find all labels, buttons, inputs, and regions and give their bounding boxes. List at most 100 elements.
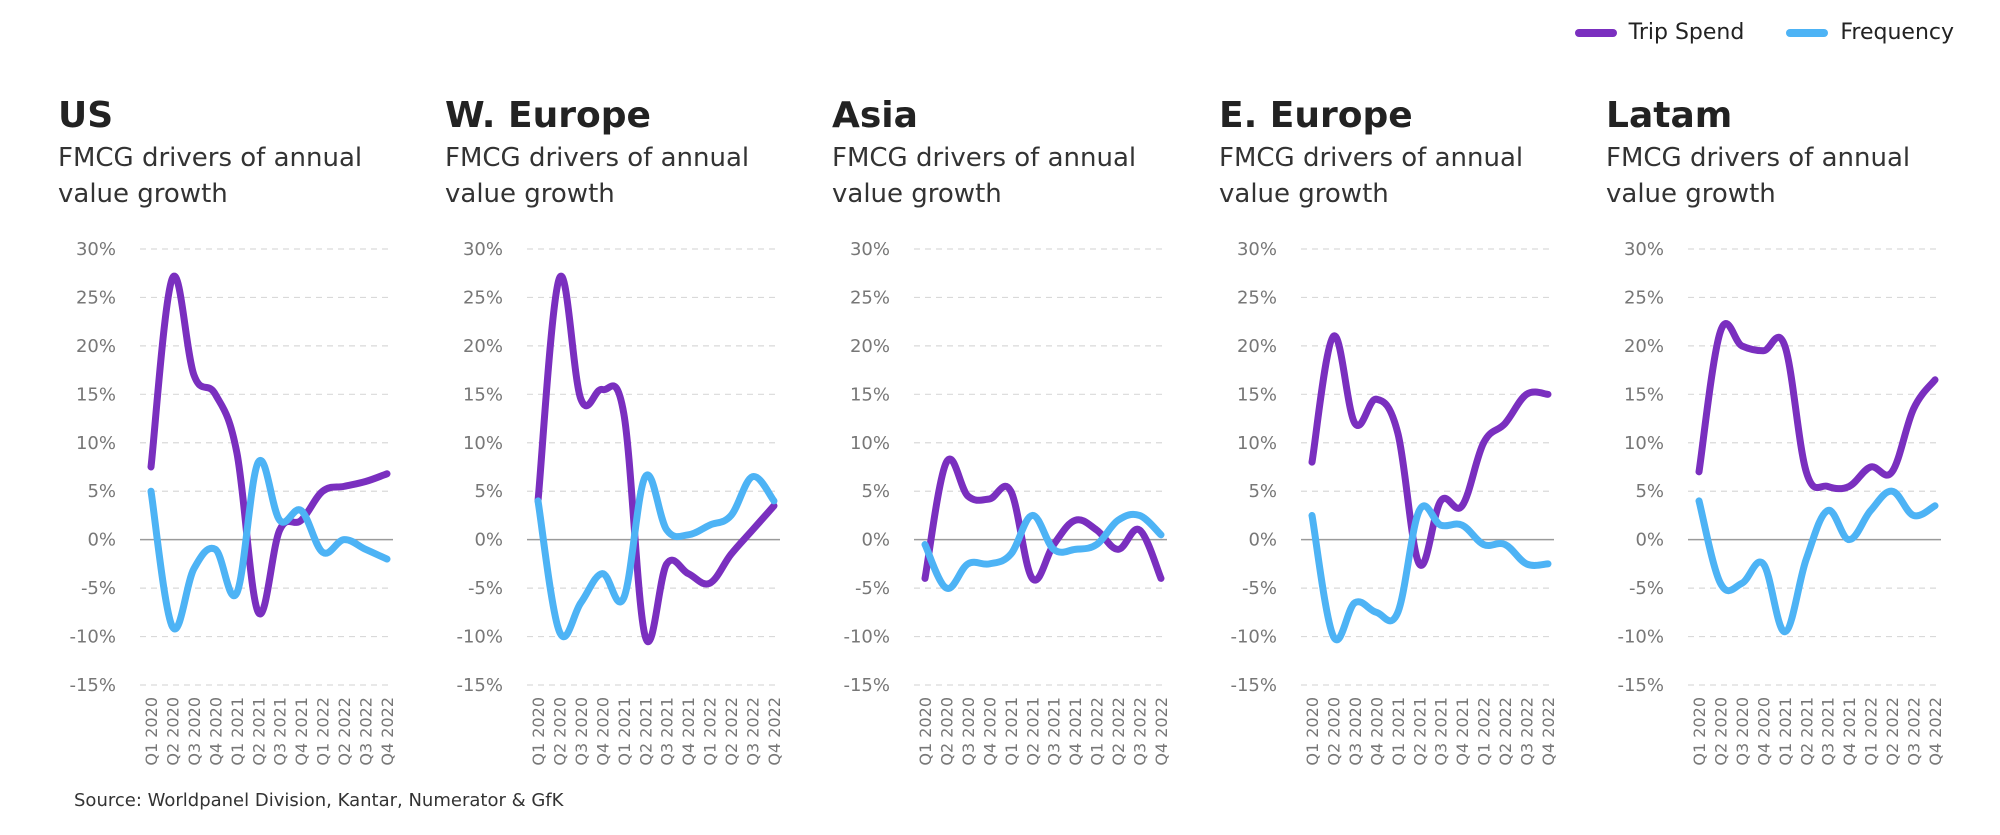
series-line-trip-spend-e-europe (1308, 332, 1552, 569)
x-tick-label-e-europe: Q2 2020 (1324, 697, 1343, 766)
x-tick-label-us: Q4 2022 (378, 697, 397, 766)
y-tick-label-asia: 20% (850, 336, 890, 357)
y-tick-label-e-europe: 30% (1237, 239, 1277, 260)
y-tick-label-latam: 15% (1624, 384, 1664, 405)
x-tick-label-latam: Q1 2021 (1776, 697, 1795, 766)
x-tick-label-e-europe: Q4 2020 (1367, 697, 1386, 766)
x-tick-label-e-europe: Q1 2020 (1303, 697, 1322, 766)
x-tick-label-asia: Q2 2021 (1023, 697, 1042, 766)
y-tick-label-us: 5% (87, 481, 116, 502)
series-line-trip-spend-us (147, 272, 391, 618)
x-tick-label-asia: Q4 2020 (980, 697, 999, 766)
y-tick-label-asia: 0% (861, 530, 890, 551)
x-tick-label-e-europe: Q3 2022 (1518, 697, 1537, 766)
y-tick-label-us: 30% (76, 239, 116, 260)
x-tick-label-latam: Q4 2022 (1926, 697, 1945, 766)
chart-svg-e-europe: 30%25%20%15%10%5%0%-5%-10%-15%Q1 2020 Q2 … (1230, 239, 1558, 766)
y-tick-label-us: 25% (76, 287, 116, 308)
series-line-frequency-asia (921, 510, 1165, 592)
y-tick-label-e-europe: -10% (1230, 627, 1277, 648)
chart-title-w-europe: W. Europe (445, 95, 651, 136)
x-tick-label-us: Q3 2021 (271, 697, 290, 766)
x-tick-label-asia: Q1 2020 (916, 697, 935, 766)
series-line-trip-spend-latam (1695, 320, 1939, 493)
chart-subtitle-w-europe: FMCG drivers of annual value growth (445, 143, 750, 209)
y-tick-label-latam: 10% (1624, 433, 1664, 454)
x-tick-label-asia: Q3 2021 (1045, 697, 1064, 766)
chart-svg-us: 30%25%20%15%10%5%0%-5%-10%-15%Q1 2020 Q2 … (69, 239, 397, 766)
legend-swatch-trip-spend (1574, 28, 1617, 37)
x-tick-label-latam: Q3 2021 (1819, 697, 1838, 766)
legend-swatch-frequency (1786, 28, 1829, 37)
x-tick-label-asia: Q1 2022 (1088, 697, 1107, 766)
y-tick-label-asia: 5% (861, 481, 890, 502)
legend-item-frequency: Frequency (1786, 20, 1954, 45)
x-tick-label-asia: Q2 2020 (937, 697, 956, 766)
y-tick-label-latam: -15% (1617, 675, 1664, 696)
chart-subtitle-e-europe: FMCG drivers of annual value growth (1219, 143, 1524, 209)
y-tick-label-latam: -10% (1617, 627, 1664, 648)
y-tick-label-us: 10% (76, 433, 116, 454)
legend: Trip Spend Frequency (1574, 20, 1954, 45)
x-tick-label-w-europe: Q3 2021 (658, 697, 677, 766)
x-tick-label-w-europe: Q4 2020 (593, 697, 612, 766)
y-tick-label-e-europe: 25% (1237, 287, 1277, 308)
y-tick-label-w-europe: 15% (463, 384, 503, 405)
y-tick-label-us: -15% (69, 675, 116, 696)
x-tick-label-e-europe: Q2 2021 (1410, 697, 1429, 766)
chart-svg-latam: 30%25%20%15%10%5%0%-5%-10%-15%Q1 2020 Q2 … (1617, 239, 1945, 766)
x-tick-label-us: Q2 2021 (249, 697, 268, 766)
y-tick-label-w-europe: 20% (463, 336, 503, 357)
x-tick-label-asia: Q2 2022 (1109, 697, 1128, 766)
chart-panel-e-europe: 30% 25% 20% 15% 10% 5% 0% -5% -10% -15% Q1 2020 Q2 … (1219, 92, 1599, 792)
y-tick-label-w-europe: 10% (463, 433, 503, 454)
y-tick-label-latam: 0% (1635, 530, 1664, 551)
x-tick-label-us: Q1 2020 (142, 697, 161, 766)
x-tick-label-latam: Q3 2022 (1905, 697, 1924, 766)
x-tick-label-latam: Q1 2020 (1690, 697, 1709, 766)
y-tick-label-us: -5% (81, 578, 116, 599)
chart-title-e-europe: E. Europe (1219, 95, 1413, 136)
y-tick-label-w-europe: -5% (468, 578, 503, 599)
x-tick-label-w-europe: Q2 2020 (550, 697, 569, 766)
chart-panel-w-europe: 30% 25% 20% 15% 10% 5% 0% -5% -10% -15% Q1 2020 Q2 … (445, 92, 825, 792)
x-tick-label-e-europe: Q3 2021 (1432, 697, 1451, 766)
y-tick-label-latam: 5% (1635, 481, 1664, 502)
y-tick-label-asia: -10% (843, 627, 890, 648)
series-line-frequency-latam (1695, 487, 1939, 636)
y-tick-label-w-europe: 25% (463, 287, 503, 308)
series-line-trip-spend-w-europe (534, 272, 778, 645)
x-tick-label-asia: Q4 2021 (1066, 697, 1085, 766)
x-tick-label-latam: Q4 2020 (1754, 697, 1773, 766)
y-tick-label-us: -10% (69, 627, 116, 648)
x-tick-label-e-europe: Q2 2022 (1496, 697, 1515, 766)
x-tick-label-us: Q1 2021 (228, 697, 247, 766)
y-tick-label-us: 20% (76, 336, 116, 357)
x-tick-label-asia: Q4 2022 (1152, 697, 1171, 766)
y-tick-label-asia: -15% (843, 675, 890, 696)
y-tick-label-w-europe: 0% (474, 530, 503, 551)
x-tick-label-asia: Q3 2020 (959, 697, 978, 766)
x-tick-label-e-europe: Q4 2022 (1539, 697, 1558, 766)
x-tick-label-us: Q3 2022 (357, 697, 376, 766)
legend-label-frequency: Frequency (1840, 20, 1954, 45)
legend-label-trip-spend: Trip Spend (1628, 20, 1745, 45)
legend-item-trip-spend: Trip Spend (1574, 20, 1745, 45)
x-tick-label-w-europe: Q3 2022 (744, 697, 763, 766)
y-tick-label-latam: -5% (1629, 578, 1664, 599)
x-tick-label-latam: Q3 2020 (1733, 697, 1752, 766)
y-tick-label-asia: -5% (855, 578, 890, 599)
chart-svg-asia: 30%25%20%15%10%5%0%-5%-10%-15%Q1 2020 Q2 … (843, 239, 1171, 766)
x-tick-label-asia: Q3 2022 (1131, 697, 1150, 766)
x-tick-label-latam: Q2 2020 (1711, 697, 1730, 766)
chart-title-us: US (58, 95, 114, 136)
y-tick-label-e-europe: -15% (1230, 675, 1277, 696)
y-tick-label-e-europe: 15% (1237, 384, 1277, 405)
x-tick-label-latam: Q1 2022 (1862, 697, 1881, 766)
y-tick-label-e-europe: 20% (1237, 336, 1277, 357)
chart-title-latam: Latam (1606, 95, 1733, 136)
x-tick-label-us: Q3 2020 (185, 697, 204, 766)
x-tick-label-us: Q4 2021 (292, 697, 311, 766)
chart-subtitle-latam: FMCG drivers of annual value growth (1606, 143, 1911, 209)
y-tick-label-latam: 20% (1624, 336, 1664, 357)
